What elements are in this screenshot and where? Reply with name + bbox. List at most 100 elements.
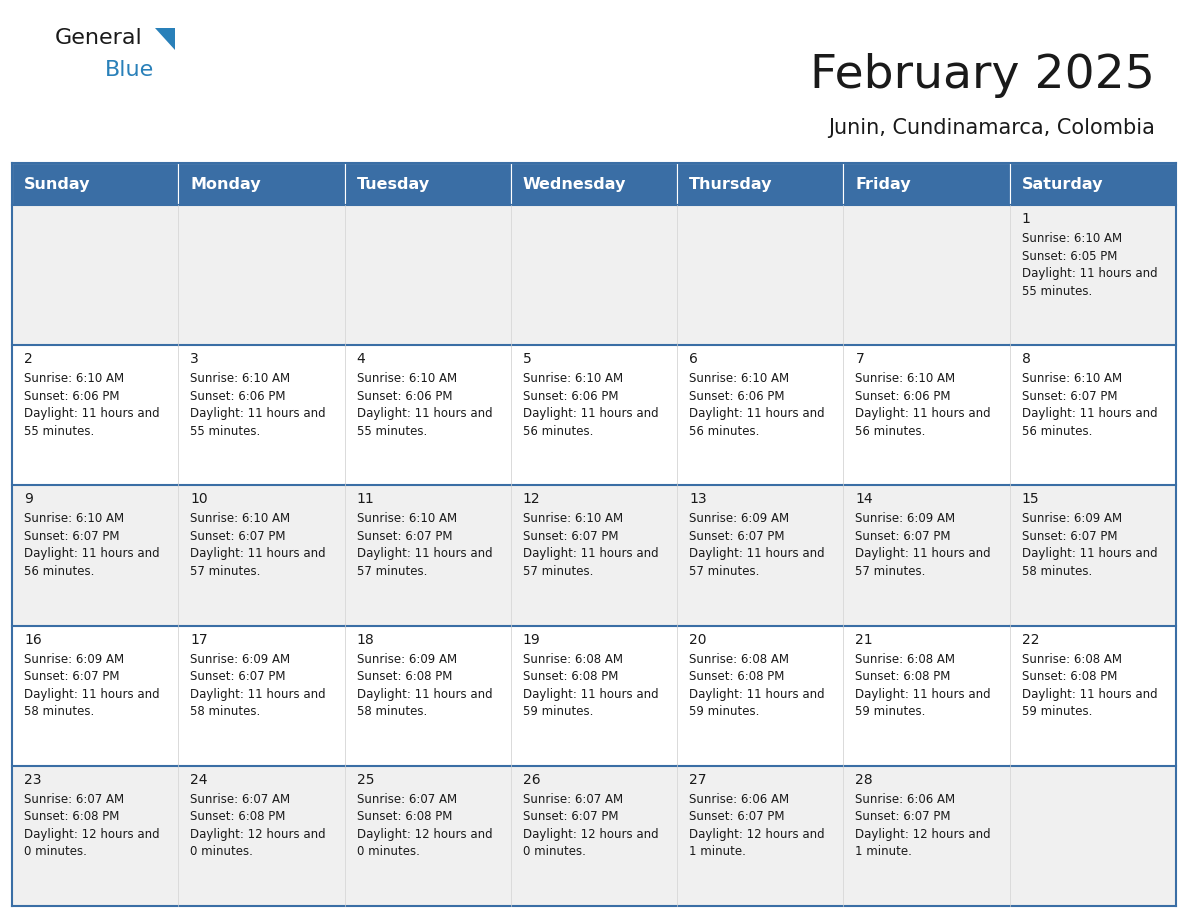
Text: Sunrise: 6:10 AM: Sunrise: 6:10 AM — [356, 512, 456, 525]
Text: 18: 18 — [356, 633, 374, 646]
Text: Sunrise: 6:07 AM: Sunrise: 6:07 AM — [190, 793, 290, 806]
Text: 56 minutes.: 56 minutes. — [1022, 425, 1092, 438]
Bar — [843, 486, 1010, 625]
Text: Daylight: 11 hours and: Daylight: 11 hours and — [855, 547, 991, 560]
Text: Sunset: 6:07 PM: Sunset: 6:07 PM — [523, 530, 619, 543]
Bar — [843, 766, 1010, 906]
Text: 59 minutes.: 59 minutes. — [1022, 705, 1092, 718]
Text: Sunset: 6:06 PM: Sunset: 6:06 PM — [24, 390, 120, 403]
Text: Sunrise: 6:09 AM: Sunrise: 6:09 AM — [356, 653, 456, 666]
Text: Daylight: 12 hours and: Daylight: 12 hours and — [855, 828, 991, 841]
Text: Daylight: 11 hours and: Daylight: 11 hours and — [1022, 408, 1157, 420]
Text: Saturday: Saturday — [1022, 176, 1104, 192]
Bar — [178, 625, 345, 766]
Text: Junin, Cundinamarca, Colombia: Junin, Cundinamarca, Colombia — [828, 118, 1155, 138]
Text: Sunrise: 6:09 AM: Sunrise: 6:09 AM — [24, 653, 124, 666]
Bar — [1010, 766, 1176, 906]
Bar — [1010, 163, 1176, 205]
Text: 4: 4 — [356, 353, 366, 366]
Bar — [1010, 205, 1176, 345]
Text: 2: 2 — [24, 353, 33, 366]
Bar — [178, 345, 345, 486]
Bar — [677, 205, 843, 345]
Text: 12: 12 — [523, 492, 541, 507]
Text: 28: 28 — [855, 773, 873, 787]
Text: 16: 16 — [24, 633, 42, 646]
Text: Sunset: 6:07 PM: Sunset: 6:07 PM — [855, 811, 950, 823]
Text: 1 minute.: 1 minute. — [855, 845, 912, 858]
Bar — [12, 345, 178, 486]
Text: Sunday: Sunday — [24, 176, 90, 192]
Bar — [511, 163, 677, 205]
Text: 58 minutes.: 58 minutes. — [24, 705, 94, 718]
Text: 56 minutes.: 56 minutes. — [689, 425, 759, 438]
Text: Tuesday: Tuesday — [356, 176, 430, 192]
Text: 0 minutes.: 0 minutes. — [24, 845, 87, 858]
Text: Wednesday: Wednesday — [523, 176, 626, 192]
Bar — [511, 345, 677, 486]
Text: February 2025: February 2025 — [810, 53, 1155, 98]
Text: Daylight: 11 hours and: Daylight: 11 hours and — [523, 408, 658, 420]
Text: Daylight: 11 hours and: Daylight: 11 hours and — [190, 408, 326, 420]
Text: Sunrise: 6:09 AM: Sunrise: 6:09 AM — [1022, 512, 1121, 525]
Text: Sunrise: 6:10 AM: Sunrise: 6:10 AM — [1022, 372, 1121, 386]
Text: Daylight: 11 hours and: Daylight: 11 hours and — [855, 688, 991, 700]
Text: 3: 3 — [190, 353, 200, 366]
Bar — [12, 766, 178, 906]
Text: Daylight: 11 hours and: Daylight: 11 hours and — [523, 547, 658, 560]
Text: 55 minutes.: 55 minutes. — [24, 425, 94, 438]
Text: 55 minutes.: 55 minutes. — [190, 425, 260, 438]
Text: 19: 19 — [523, 633, 541, 646]
Text: Sunset: 6:08 PM: Sunset: 6:08 PM — [356, 811, 451, 823]
Bar — [1010, 345, 1176, 486]
Text: 57 minutes.: 57 minutes. — [190, 565, 260, 578]
Text: Sunrise: 6:10 AM: Sunrise: 6:10 AM — [855, 372, 955, 386]
Text: 55 minutes.: 55 minutes. — [1022, 285, 1092, 297]
Bar — [345, 625, 511, 766]
Bar — [843, 625, 1010, 766]
Text: Sunset: 6:08 PM: Sunset: 6:08 PM — [1022, 670, 1117, 683]
Text: Sunset: 6:07 PM: Sunset: 6:07 PM — [523, 811, 619, 823]
Text: Blue: Blue — [105, 60, 154, 80]
Bar — [677, 625, 843, 766]
Text: 57 minutes.: 57 minutes. — [855, 565, 925, 578]
Text: Sunset: 6:08 PM: Sunset: 6:08 PM — [855, 670, 950, 683]
Text: 57 minutes.: 57 minutes. — [689, 565, 759, 578]
Bar — [12, 163, 178, 205]
Text: Sunrise: 6:10 AM: Sunrise: 6:10 AM — [523, 372, 623, 386]
Text: Daylight: 12 hours and: Daylight: 12 hours and — [190, 828, 326, 841]
Bar — [178, 766, 345, 906]
Bar — [345, 163, 511, 205]
Text: Daylight: 11 hours and: Daylight: 11 hours and — [24, 688, 159, 700]
Bar — [345, 486, 511, 625]
Text: Sunrise: 6:09 AM: Sunrise: 6:09 AM — [689, 512, 789, 525]
Text: 1 minute.: 1 minute. — [689, 845, 746, 858]
Text: 23: 23 — [24, 773, 42, 787]
Text: 1: 1 — [1022, 212, 1030, 226]
Text: Sunset: 6:06 PM: Sunset: 6:06 PM — [689, 390, 784, 403]
Text: Sunset: 6:06 PM: Sunset: 6:06 PM — [190, 390, 286, 403]
Text: 14: 14 — [855, 492, 873, 507]
Text: Daylight: 12 hours and: Daylight: 12 hours and — [523, 828, 658, 841]
Text: Sunset: 6:06 PM: Sunset: 6:06 PM — [356, 390, 453, 403]
Text: 5: 5 — [523, 353, 531, 366]
Text: 15: 15 — [1022, 492, 1040, 507]
Text: 27: 27 — [689, 773, 707, 787]
Bar — [511, 205, 677, 345]
Bar — [178, 163, 345, 205]
Bar — [843, 345, 1010, 486]
Text: Daylight: 11 hours and: Daylight: 11 hours and — [689, 547, 824, 560]
Bar — [511, 625, 677, 766]
Bar — [677, 766, 843, 906]
Text: Daylight: 11 hours and: Daylight: 11 hours and — [1022, 547, 1157, 560]
Text: Sunset: 6:08 PM: Sunset: 6:08 PM — [689, 670, 784, 683]
Text: Daylight: 11 hours and: Daylight: 11 hours and — [855, 408, 991, 420]
Text: 7: 7 — [855, 353, 864, 366]
Text: 56 minutes.: 56 minutes. — [24, 565, 94, 578]
Text: General: General — [55, 28, 143, 48]
Text: Sunset: 6:08 PM: Sunset: 6:08 PM — [24, 811, 119, 823]
Text: Sunset: 6:07 PM: Sunset: 6:07 PM — [24, 670, 120, 683]
Text: Daylight: 11 hours and: Daylight: 11 hours and — [24, 408, 159, 420]
Text: 10: 10 — [190, 492, 208, 507]
Text: 20: 20 — [689, 633, 707, 646]
